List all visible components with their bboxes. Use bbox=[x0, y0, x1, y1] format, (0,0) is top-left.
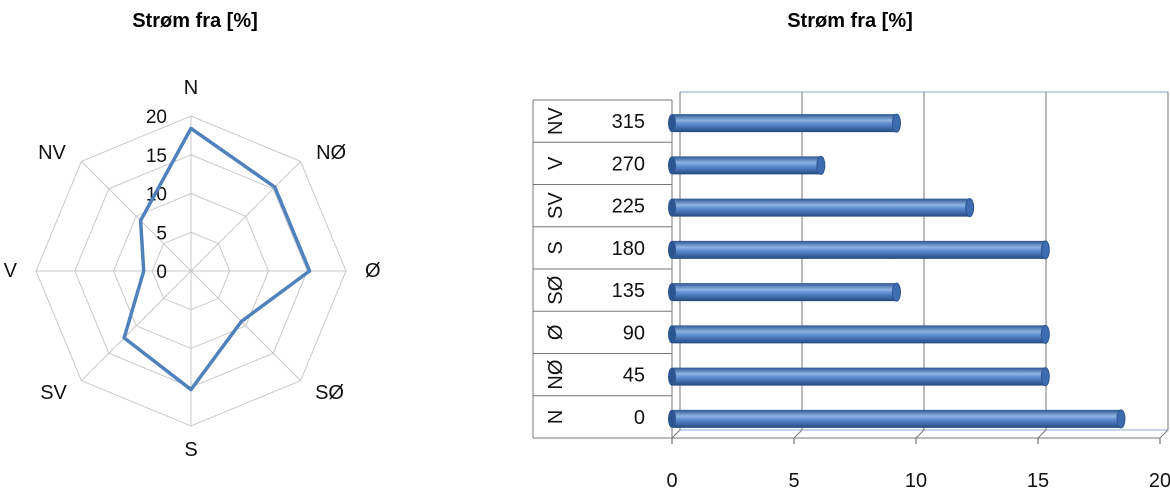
radar-spoke bbox=[190, 161, 301, 272]
bar-category-dir: NV bbox=[545, 107, 567, 135]
bar-category-deg: 225 bbox=[612, 196, 645, 218]
bar-category-deg: 135 bbox=[612, 280, 645, 302]
radar-category-label: SV bbox=[40, 382, 67, 404]
bar-base bbox=[668, 325, 676, 344]
radar-category-label: SØ bbox=[315, 382, 344, 404]
bar-category-deg: 270 bbox=[612, 153, 645, 175]
radar-category-label: V bbox=[4, 260, 18, 282]
bar-cap bbox=[891, 113, 901, 133]
radar-tick-label: 5 bbox=[156, 223, 167, 244]
bar-category-dir: SV bbox=[545, 192, 567, 219]
bar-base bbox=[668, 198, 676, 217]
radar-category-label: NØ bbox=[316, 142, 346, 164]
bar-S bbox=[672, 240, 1046, 259]
bar-x-tick-label: 0 bbox=[666, 470, 677, 492]
radar-spoke bbox=[190, 270, 301, 381]
bar-category-deg: 315 bbox=[612, 111, 645, 133]
bar-SV bbox=[672, 198, 970, 217]
bar-category-deg: 0 bbox=[634, 407, 645, 429]
bar-base bbox=[668, 240, 676, 259]
bar-category-deg: 180 bbox=[612, 238, 645, 260]
bar-Ø bbox=[672, 325, 1046, 344]
radar-tick-label: 20 bbox=[146, 107, 167, 128]
radar-category-label: NV bbox=[38, 142, 66, 164]
bar-floor-tick bbox=[915, 429, 925, 439]
bar-category-dir: N bbox=[545, 410, 567, 424]
bar-cap bbox=[816, 155, 826, 175]
bar-floor-tick bbox=[1159, 429, 1169, 439]
bar-category-dir: S bbox=[545, 241, 567, 254]
bar-NV bbox=[672, 114, 897, 133]
radar-spoke bbox=[81, 270, 192, 381]
bar-cap bbox=[891, 282, 901, 302]
bar-V bbox=[672, 156, 821, 175]
bar-category-deg: 45 bbox=[623, 365, 645, 387]
bar-x-tick-label: 5 bbox=[788, 470, 799, 492]
radar-tick-label: 0 bbox=[156, 262, 167, 283]
bar-cap bbox=[1040, 324, 1050, 344]
bar-base bbox=[668, 156, 676, 175]
radar-series-line bbox=[122, 126, 312, 392]
bar-floor-tick bbox=[1037, 429, 1047, 439]
bar-cap bbox=[1040, 367, 1050, 387]
radar-tick-label: 15 bbox=[146, 146, 167, 167]
bar-floor-tick bbox=[671, 429, 681, 439]
radar-category-label: Ø bbox=[365, 260, 381, 282]
bar-base bbox=[668, 114, 676, 133]
radar-spoke bbox=[81, 161, 192, 272]
radar-category-label: N bbox=[184, 77, 198, 99]
bar-category-dir: V bbox=[545, 156, 567, 170]
bar-cap bbox=[1040, 240, 1050, 260]
bar-SØ bbox=[672, 283, 897, 302]
radar-chart-title: Strøm fra [%] bbox=[132, 10, 258, 32]
bar-base bbox=[668, 283, 676, 302]
bar-N bbox=[672, 409, 1121, 428]
bar-category-deg: 90 bbox=[623, 322, 645, 344]
bar-x-tick-label: 10 bbox=[905, 470, 927, 492]
bar-category-dir: Ø bbox=[545, 325, 567, 341]
bar-category-dir: NØ bbox=[545, 360, 567, 390]
bar-x-tick-label: 20 bbox=[1149, 470, 1170, 492]
bar-NØ bbox=[672, 367, 1046, 386]
bar-base bbox=[668, 409, 676, 428]
bar-cap bbox=[1116, 409, 1126, 429]
bar-base bbox=[668, 367, 676, 386]
bar-x-tick-label: 15 bbox=[1027, 470, 1049, 492]
bar-floor-tick bbox=[793, 429, 803, 439]
radar-category-label: S bbox=[184, 439, 197, 461]
bar-chart-title: Strøm fra [%] bbox=[787, 10, 913, 32]
bar-category-dir: SØ bbox=[545, 276, 567, 305]
bar-cap bbox=[965, 198, 975, 218]
